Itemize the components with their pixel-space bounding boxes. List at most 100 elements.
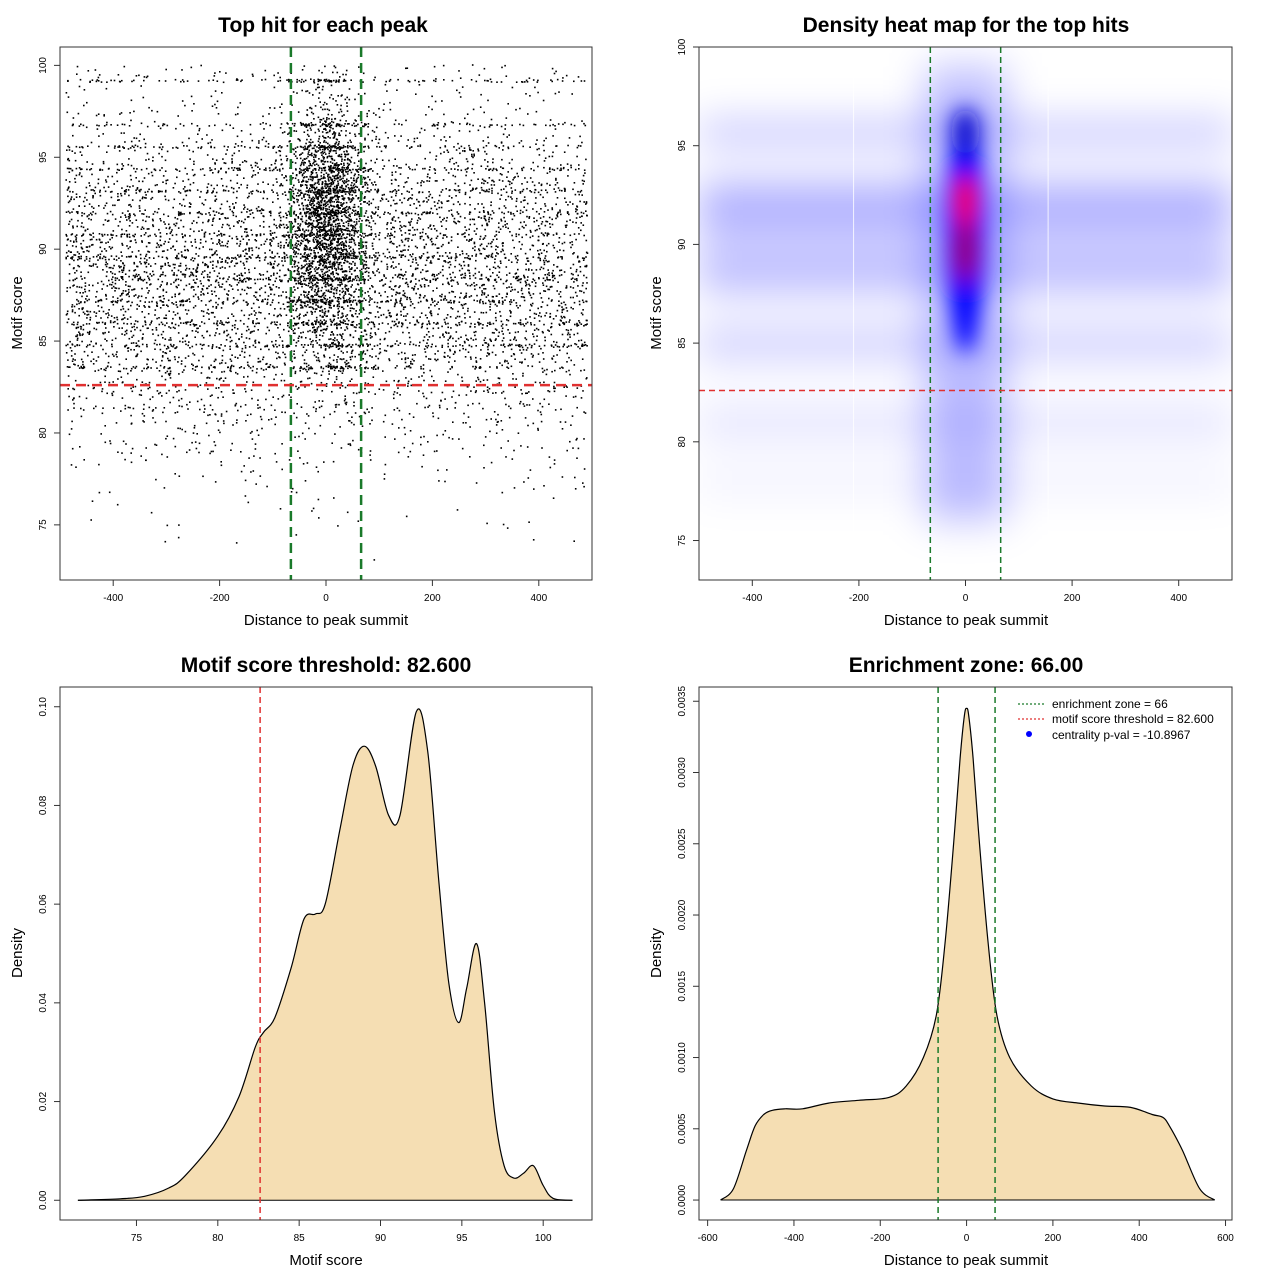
scatter-point — [332, 137, 335, 139]
scatter-point — [326, 275, 329, 278]
scatter-point — [158, 370, 161, 372]
scatter-point — [489, 268, 491, 271]
scatter-point — [148, 242, 151, 244]
scatter-point — [340, 104, 342, 107]
scatter-point — [344, 156, 347, 158]
scatter-point — [117, 225, 120, 227]
scatter-point — [314, 323, 317, 325]
scatter-point — [150, 275, 153, 277]
scatter-point — [82, 239, 85, 242]
scatter-point — [166, 524, 169, 527]
scatter-point — [126, 329, 128, 332]
scatter-point — [259, 294, 261, 297]
scatter-point — [525, 282, 527, 284]
scatter-point — [363, 236, 365, 239]
scatter-point — [485, 219, 487, 222]
scatter-point — [91, 163, 94, 165]
scatter-point — [293, 125, 296, 127]
scatter-point — [362, 171, 365, 173]
scatter-point — [421, 375, 423, 377]
scatter-point — [323, 312, 326, 314]
scatter-point — [331, 231, 333, 234]
scatter-point — [523, 405, 526, 407]
scatter-point — [101, 321, 104, 324]
scatter-point — [103, 186, 105, 189]
scatter-point — [310, 219, 312, 221]
scatter-point — [302, 123, 305, 126]
scatter-point — [499, 315, 502, 317]
scatter-point — [331, 278, 333, 280]
scatter-point — [99, 256, 101, 258]
scatter-point — [204, 264, 206, 267]
scatter-point — [459, 77, 462, 79]
scatter-point — [280, 158, 282, 161]
scatter-point — [127, 163, 130, 166]
scatter-point — [192, 274, 195, 277]
scatter-point — [324, 328, 326, 331]
scatter-point — [270, 164, 273, 166]
scatter-point — [368, 321, 371, 324]
scatter-point — [576, 322, 578, 325]
scatter-point — [350, 238, 353, 241]
scatter-point — [171, 229, 173, 231]
scatter-point — [449, 136, 451, 138]
scatter-point — [432, 290, 434, 292]
scatter-point — [290, 189, 293, 191]
scatter-point — [105, 313, 107, 315]
scatter-point — [164, 264, 167, 266]
scatter-point — [483, 444, 485, 447]
scatter-point — [297, 340, 300, 342]
scatter-point — [318, 97, 320, 99]
scatter-point — [585, 158, 587, 161]
scatter-point — [252, 321, 254, 324]
scatter-point — [538, 182, 540, 184]
scatter-point — [232, 315, 235, 317]
scatter-point — [264, 317, 266, 320]
scatter-point — [297, 199, 299, 201]
scatter-point — [569, 296, 572, 299]
scatter-point — [330, 345, 332, 348]
scatter-point — [336, 339, 338, 341]
scatter-point — [111, 278, 113, 281]
scatter-point — [575, 268, 578, 271]
scatter-point — [313, 79, 315, 81]
scatter-point — [392, 276, 394, 279]
scatter-point — [142, 227, 145, 230]
scatter-point — [253, 278, 256, 281]
scatter-point — [74, 359, 76, 361]
scatter-point — [502, 390, 505, 393]
scatter-point — [164, 372, 167, 374]
scatter-point — [550, 322, 553, 325]
scatter-point — [575, 210, 577, 213]
scatter-point — [68, 395, 70, 398]
scatter-point — [315, 372, 318, 375]
scatter-point — [211, 139, 213, 141]
scatter-point — [340, 219, 343, 221]
scatter-point — [541, 405, 544, 408]
scatter-point — [335, 268, 338, 270]
scatter-point — [548, 260, 550, 263]
scatter-point — [323, 212, 325, 214]
scatter-point — [255, 371, 258, 374]
scatter-point — [560, 213, 562, 216]
scatter-point — [197, 216, 200, 219]
scatter-point — [322, 163, 324, 165]
scatter-point — [505, 185, 507, 188]
scatter-point — [296, 201, 299, 203]
scatter-point — [288, 203, 291, 205]
scatter-point — [356, 316, 359, 318]
scatter-point — [346, 351, 348, 353]
scatter-point — [199, 325, 201, 327]
scatter-point — [342, 222, 345, 224]
scatter-point — [393, 397, 395, 400]
scatter-point — [254, 267, 256, 269]
scatter-point — [201, 321, 203, 323]
scatter-point — [374, 255, 377, 257]
scatter-point — [445, 323, 447, 325]
scatter-point — [308, 273, 311, 275]
scatter-point — [337, 205, 340, 207]
scatter-point — [206, 276, 209, 278]
scatter-point — [549, 466, 552, 469]
scatter-point — [384, 255, 386, 258]
scatter-point — [350, 257, 353, 259]
